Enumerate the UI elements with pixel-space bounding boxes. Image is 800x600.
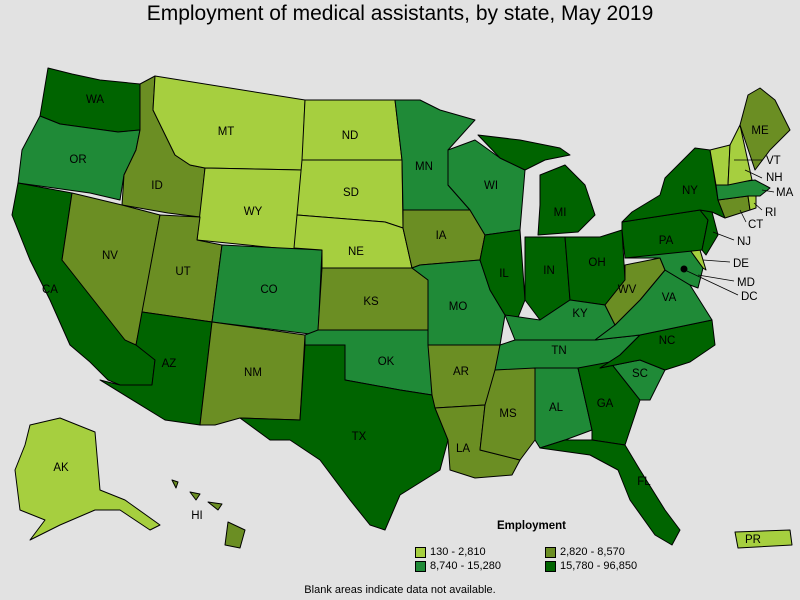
label-OH: OH: [588, 257, 605, 269]
label-OK: OK: [378, 356, 395, 368]
label-AR: AR: [453, 366, 469, 378]
legend-swatch: [545, 560, 556, 572]
label-WV: WV: [618, 284, 637, 296]
legend-swatch: [415, 560, 426, 572]
legend-swatch: [545, 546, 556, 558]
state-TX[interactable]: [239, 344, 449, 531]
state-labels: WA OR CA ID NV MT WY UT AZ CO NM ND SD N…: [42, 94, 794, 546]
state-NC[interactable]: [599, 319, 716, 371]
state-MT[interactable]: [152, 75, 306, 171]
label-AK: AK: [53, 462, 69, 474]
label-ID: ID: [151, 180, 163, 192]
label-DE: DE: [733, 258, 749, 270]
label-NH: NH: [766, 172, 783, 184]
state-HI[interactable]: [171, 479, 246, 549]
label-leader-lines: [686, 159, 775, 296]
label-KS: KS: [363, 296, 379, 308]
state-PR[interactable]: [734, 529, 793, 549]
label-MA: MA: [776, 187, 794, 199]
legend-label: 15,780 - 96,850: [560, 560, 638, 572]
label-ND: ND: [342, 130, 359, 142]
label-CA: CA: [42, 284, 58, 296]
label-MT: MT: [218, 126, 235, 138]
label-PR: PR: [745, 534, 761, 546]
label-NC: NC: [659, 335, 676, 347]
label-OR: OR: [69, 154, 86, 166]
label-AL: AL: [549, 402, 564, 414]
state-FL[interactable]: [539, 439, 681, 546]
label-FL: FL: [637, 476, 651, 488]
legend-swatch: [415, 546, 426, 558]
legend-label: 130 - 2,810: [430, 546, 486, 558]
label-VT: VT: [766, 155, 781, 167]
label-RI: RI: [765, 207, 777, 219]
label-VA: VA: [662, 292, 677, 304]
label-AZ: AZ: [162, 358, 177, 370]
legend-title: Employment: [497, 520, 567, 532]
state-DC[interactable]: [680, 265, 688, 273]
state-NH[interactable]: [727, 124, 753, 186]
label-WI: WI: [484, 180, 498, 192]
label-LA: LA: [456, 443, 470, 455]
footnote: Blank areas indicate data not available.: [304, 584, 496, 596]
label-DC: DC: [741, 291, 758, 303]
legend-label: 2,820 - 8,570: [560, 546, 625, 558]
legend-item-bin-3: 15,780 - 96,850: [545, 560, 637, 572]
state-MI[interactable]: [477, 134, 596, 236]
label-UT: UT: [175, 266, 190, 278]
label-ME: ME: [751, 125, 769, 137]
label-NM: NM: [244, 367, 262, 379]
label-KY: KY: [572, 308, 588, 320]
label-MS: MS: [499, 408, 517, 420]
label-GA: GA: [597, 398, 614, 410]
label-MI: MI: [554, 207, 567, 219]
label-WY: WY: [244, 206, 263, 218]
label-IA: IA: [436, 230, 447, 242]
label-HI: HI: [191, 510, 203, 522]
label-NY: NY: [682, 185, 698, 197]
state-ME[interactable]: [739, 87, 791, 171]
label-TN: TN: [551, 345, 566, 357]
label-WA: WA: [86, 94, 104, 106]
label-MN: MN: [415, 161, 433, 173]
label-SC: SC: [632, 368, 648, 380]
label-NJ: NJ: [737, 236, 751, 248]
legend-item-bin-2: 8,740 - 15,280: [415, 560, 501, 572]
legend-item-bin-1: 2,820 - 8,570: [545, 546, 625, 558]
label-NE: NE: [348, 246, 364, 258]
label-CO: CO: [260, 284, 277, 296]
label-TX: TX: [352, 431, 367, 443]
label-MD: MD: [737, 277, 755, 289]
map-title: Employment of medical assistants, by sta…: [146, 2, 654, 25]
label-NV: NV: [102, 250, 118, 262]
state-RI[interactable]: [747, 195, 757, 211]
label-IN: IN: [543, 265, 555, 277]
legend-label: 8,740 - 15,280: [430, 560, 501, 572]
label-IL: IL: [499, 268, 509, 280]
label-MO: MO: [449, 301, 468, 313]
label-SD: SD: [343, 187, 359, 199]
label-PA: PA: [659, 235, 674, 247]
label-CT: CT: [748, 219, 763, 231]
state-AK[interactable]: [14, 417, 161, 541]
state-NY[interactable]: [621, 147, 726, 223]
legend-item-bin-0: 130 - 2,810: [415, 546, 486, 558]
